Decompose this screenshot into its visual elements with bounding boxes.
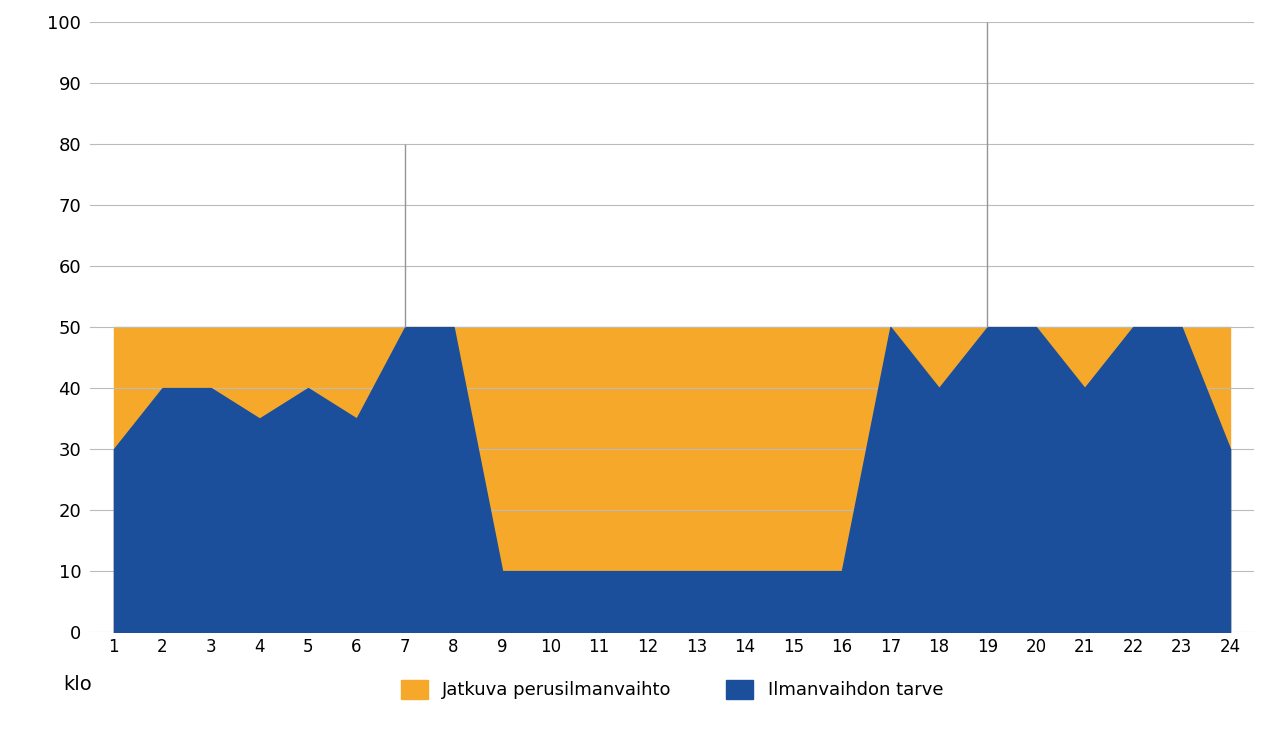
Legend: Jatkuva perusilmanvaihto, Ilmanvaihdon tarve: Jatkuva perusilmanvaihto, Ilmanvaihdon t…	[392, 671, 952, 709]
X-axis label: klo: klo	[64, 675, 92, 694]
